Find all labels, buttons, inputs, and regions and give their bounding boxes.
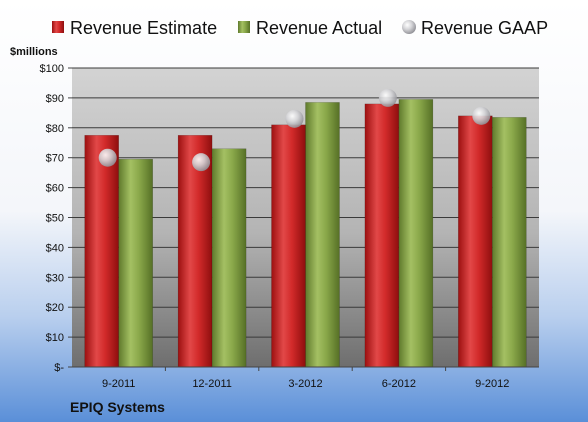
bar-revenue-actual [398,99,434,368]
marker-revenue-gaap [285,109,304,128]
y-tick-label: $40 [46,242,64,254]
bar-revenue-actual [492,117,527,368]
x-axis-ticks: 9-2011 12-2011 3-2012 6-2012 9-2012 [102,367,509,390]
legend-marker-gaap [402,20,416,34]
bar-revenue-actual [211,148,247,368]
x-tick-label: 9-2012 [475,378,509,390]
marker-revenue-gaap [472,106,491,125]
legend: Revenue Estimate Revenue Actual Revenue … [52,18,548,38]
y-tick-label: $70 [46,153,64,165]
x-tick-label: 3-2012 [288,378,322,390]
y-tick-label: $100 [40,63,64,75]
x-tick-label: 12-2011 [192,378,232,390]
bar-revenue-estimate [84,135,119,368]
y-tick-label: $90 [46,93,64,105]
y-tick-label: $50 [46,213,64,225]
marker-revenue-gaap [378,88,397,107]
legend-label-estimate: Revenue Estimate [70,18,217,38]
x-tick-label: 6-2012 [382,378,416,390]
marker-revenue-gaap [98,148,117,167]
bar-revenue-actual [118,158,153,368]
y-tick-label: $30 [46,272,64,284]
y-tick-label: $80 [46,123,64,135]
legend-label-gaap: Revenue GAAP [421,18,548,38]
company-name: EPIQ Systems [70,399,165,415]
x-tick-label: 9-2011 [102,378,135,390]
bar-revenue-estimate [177,135,213,368]
bar-revenue-actual [305,102,340,368]
legend-swatch-estimate [52,21,64,33]
bar-revenue-estimate [364,103,400,368]
legend-label-actual: Revenue Actual [256,18,382,38]
bars [84,99,527,368]
y-tick-label: $10 [46,332,64,344]
y-axis-unit-label: $millions [10,46,58,58]
bar-revenue-estimate [458,115,493,368]
legend-swatch-actual [238,21,250,33]
y-tick-label: $- [54,362,64,374]
y-axis-ticks: $- $10 $20 $30 $40 $50 $60 $70 $80 $90 $100 [40,63,72,374]
gaap-markers [98,88,491,172]
bar-revenue-estimate [271,124,306,368]
y-tick-label: $20 [46,302,64,314]
y-tick-label: $60 [46,183,64,195]
marker-revenue-gaap [192,153,211,172]
